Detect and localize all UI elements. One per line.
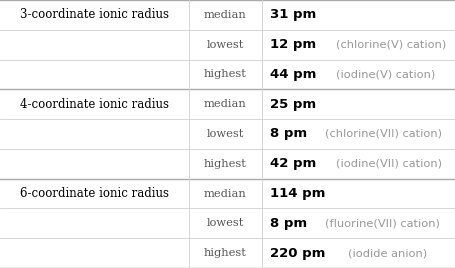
Text: (iodine(VII) cation): (iodine(VII) cation) — [336, 159, 442, 169]
Text: 3-coordinate ionic radius: 3-coordinate ionic radius — [20, 8, 169, 21]
Text: 8 pm: 8 pm — [270, 217, 307, 230]
Text: lowest: lowest — [207, 218, 244, 228]
Text: 44 pm: 44 pm — [270, 68, 316, 81]
Text: 114 pm: 114 pm — [270, 187, 325, 200]
Text: 220 pm: 220 pm — [270, 247, 325, 260]
Text: highest: highest — [204, 69, 247, 79]
Text: highest: highest — [204, 159, 247, 169]
Text: 12 pm: 12 pm — [270, 38, 316, 51]
Text: 42 pm: 42 pm — [270, 157, 316, 170]
Text: lowest: lowest — [207, 40, 244, 50]
Text: 4-coordinate ionic radius: 4-coordinate ionic radius — [20, 98, 169, 111]
Text: (iodine(V) cation): (iodine(V) cation) — [337, 69, 436, 79]
Text: highest: highest — [204, 248, 247, 258]
Text: 6-coordinate ionic radius: 6-coordinate ionic radius — [20, 187, 169, 200]
Text: (fluorine(VII) cation): (fluorine(VII) cation) — [324, 218, 440, 228]
Text: median: median — [204, 99, 247, 109]
Text: 25 pm: 25 pm — [270, 98, 316, 111]
Text: (iodide anion): (iodide anion) — [348, 248, 427, 258]
Text: lowest: lowest — [207, 129, 244, 139]
Text: (chlorine(V) cation): (chlorine(V) cation) — [336, 40, 446, 50]
Text: median: median — [204, 10, 247, 20]
Text: median: median — [204, 189, 247, 199]
Text: 31 pm: 31 pm — [270, 8, 316, 21]
Text: (chlorine(VII) cation): (chlorine(VII) cation) — [324, 129, 441, 139]
Text: 8 pm: 8 pm — [270, 128, 307, 140]
